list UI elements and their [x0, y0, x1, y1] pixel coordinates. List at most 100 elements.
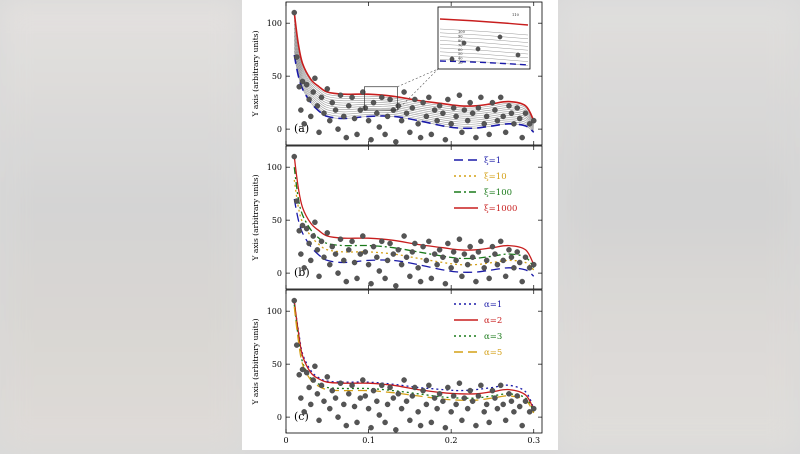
data-point	[337, 380, 344, 386]
data-point	[296, 227, 302, 234]
data-point	[412, 240, 418, 247]
data-point	[329, 387, 335, 394]
data-point	[478, 238, 484, 245]
data-point	[291, 297, 298, 304]
data-point	[434, 117, 440, 124]
data-point	[473, 422, 479, 429]
data-point	[324, 230, 331, 236]
data-point	[428, 131, 435, 138]
data-point	[376, 268, 383, 274]
data-point	[415, 409, 421, 415]
data-point	[296, 371, 302, 378]
data-point	[494, 405, 501, 412]
zoom-connector	[397, 68, 439, 111]
data-point	[426, 94, 432, 101]
data-point	[440, 254, 446, 260]
data-point	[393, 427, 399, 433]
data-point	[303, 81, 310, 88]
data-point	[494, 117, 501, 124]
panel-c: 0 50 100 0 0.1 0.2 0.3 Y axis (arbitrary units)…	[251, 289, 543, 454]
data-point	[308, 257, 314, 264]
figure-panel: 0 50 100 Y axis (arbitrary units) (a) 30 40 50 6…	[242, 0, 558, 454]
data-point	[329, 99, 335, 106]
y-tick-label: 50	[272, 216, 282, 225]
data-point	[299, 366, 306, 373]
data-point	[508, 110, 515, 116]
data-point	[387, 96, 393, 103]
legend-label: α=2	[484, 316, 502, 326]
data-point	[360, 89, 366, 95]
data-point	[324, 86, 331, 92]
data-point	[314, 247, 321, 253]
data-point	[502, 129, 509, 136]
data-point	[459, 273, 465, 280]
data-point	[321, 398, 327, 404]
data-point	[341, 257, 347, 264]
data-point	[442, 424, 449, 431]
data-point	[473, 278, 479, 285]
data-point	[530, 117, 537, 124]
data-point	[450, 105, 457, 111]
data-point	[423, 113, 430, 120]
data-point	[514, 393, 520, 399]
data-point	[293, 198, 300, 204]
data-point	[530, 261, 537, 268]
inset-data-point	[515, 52, 521, 58]
y-tick-label: 100	[267, 19, 282, 28]
data-point	[298, 395, 304, 401]
data-point	[357, 395, 364, 401]
data-point	[293, 342, 300, 348]
data-point	[374, 254, 380, 260]
data-point	[301, 265, 307, 271]
data-point	[481, 121, 487, 127]
data-point	[343, 278, 350, 285]
data-point	[370, 243, 377, 250]
data-point	[475, 249, 482, 255]
data-point	[417, 422, 424, 429]
data-point	[407, 417, 413, 424]
data-point	[502, 273, 509, 280]
data-point	[431, 251, 438, 257]
data-point	[362, 393, 369, 399]
data-point	[351, 403, 358, 410]
data-point	[530, 405, 537, 412]
data-point	[365, 261, 372, 268]
data-point	[370, 387, 377, 394]
data-point	[486, 419, 492, 426]
y-axis-label: Y axis (arbitrary units)	[251, 318, 260, 405]
data-point	[341, 113, 347, 120]
data-point	[312, 219, 318, 226]
data-point	[291, 9, 298, 16]
data-point	[511, 409, 517, 415]
data-point	[423, 401, 430, 408]
data-point	[483, 401, 490, 408]
data-point	[469, 398, 476, 404]
inset-label: 30	[458, 61, 463, 65]
data-point	[370, 99, 377, 106]
data-point	[332, 395, 339, 401]
data-point	[417, 278, 424, 285]
data-point	[321, 110, 327, 116]
data-point	[365, 117, 372, 124]
inset-label: 110	[512, 13, 520, 17]
data-point	[450, 393, 457, 399]
x-tick-label: 0.1	[362, 436, 375, 445]
data-point	[469, 110, 476, 116]
inset-gray-curve	[439, 55, 529, 62]
data-point	[379, 382, 385, 389]
inset-gray-curve	[439, 43, 529, 51]
data-point	[329, 243, 335, 250]
data-point	[483, 113, 490, 120]
data-point	[500, 113, 506, 120]
data-point	[420, 387, 426, 394]
data-point	[360, 377, 366, 383]
inset-gray-curve	[439, 36, 529, 43]
data-point	[461, 251, 468, 257]
data-point	[469, 254, 476, 260]
data-point	[374, 110, 380, 116]
data-point	[440, 110, 446, 116]
data-point	[514, 105, 520, 111]
legend-label: ξ=100	[484, 188, 512, 198]
data-point	[519, 134, 525, 141]
data-point	[412, 384, 418, 391]
